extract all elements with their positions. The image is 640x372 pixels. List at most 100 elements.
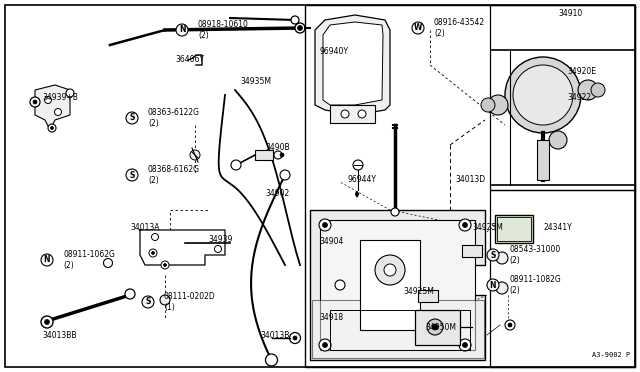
Text: N: N <box>179 26 185 35</box>
Circle shape <box>319 339 331 351</box>
Text: S: S <box>129 113 134 122</box>
Circle shape <box>54 109 61 115</box>
Bar <box>320 220 475 350</box>
Circle shape <box>289 333 301 343</box>
Circle shape <box>335 280 345 290</box>
Text: 08543-31000
(2): 08543-31000 (2) <box>509 245 560 265</box>
Circle shape <box>298 26 303 31</box>
Circle shape <box>505 57 581 133</box>
Text: 34013D: 34013D <box>455 176 485 185</box>
Text: 24341Y: 24341Y <box>543 224 572 232</box>
Circle shape <box>459 219 471 231</box>
Circle shape <box>45 96 51 103</box>
FancyArrow shape <box>355 192 358 197</box>
Circle shape <box>549 131 567 149</box>
Text: W: W <box>414 23 422 32</box>
Bar <box>497 217 531 241</box>
Text: 34925M: 34925M <box>403 288 434 296</box>
Circle shape <box>152 234 159 241</box>
Text: 36406Y: 36406Y <box>175 55 204 64</box>
Circle shape <box>412 22 424 34</box>
Text: 34925M: 34925M <box>472 224 503 232</box>
Circle shape <box>384 264 396 276</box>
Circle shape <box>323 222 328 228</box>
Circle shape <box>149 249 157 257</box>
Circle shape <box>341 110 349 118</box>
Circle shape <box>375 255 405 285</box>
Circle shape <box>152 251 154 254</box>
Bar <box>305 5 635 367</box>
Circle shape <box>463 222 467 228</box>
Bar <box>360 240 420 330</box>
Circle shape <box>190 150 200 160</box>
Text: 34922: 34922 <box>567 93 591 102</box>
Circle shape <box>496 252 508 264</box>
Circle shape <box>104 259 113 267</box>
Text: 34939: 34939 <box>208 235 232 244</box>
Text: S: S <box>490 250 496 260</box>
Circle shape <box>51 126 54 129</box>
Circle shape <box>319 219 331 231</box>
Text: 08911-1062G
(2): 08911-1062G (2) <box>63 250 115 270</box>
Polygon shape <box>323 22 383 105</box>
Circle shape <box>161 261 169 269</box>
Text: 34935M: 34935M <box>240 77 271 87</box>
Bar <box>415 310 460 345</box>
Text: 34950M: 34950M <box>425 323 456 331</box>
Polygon shape <box>312 300 484 358</box>
Text: N: N <box>490 280 496 289</box>
Circle shape <box>126 112 138 124</box>
Circle shape <box>274 151 282 159</box>
Circle shape <box>508 323 512 327</box>
Text: S: S <box>129 170 134 180</box>
Bar <box>490 5 635 190</box>
Text: 34013A: 34013A <box>130 224 159 232</box>
Bar <box>490 190 635 367</box>
Text: 08911-1082G
(2): 08911-1082G (2) <box>509 275 561 295</box>
Circle shape <box>280 153 284 157</box>
Circle shape <box>487 249 499 261</box>
Circle shape <box>41 254 53 266</box>
Circle shape <box>496 282 508 294</box>
Circle shape <box>295 23 305 33</box>
Text: 34013B: 34013B <box>260 330 289 340</box>
Circle shape <box>323 343 328 347</box>
Polygon shape <box>35 85 70 130</box>
Bar <box>330 105 375 123</box>
Circle shape <box>176 24 188 36</box>
Circle shape <box>66 89 74 97</box>
Circle shape <box>33 100 37 104</box>
Circle shape <box>163 263 166 266</box>
Polygon shape <box>310 210 485 360</box>
Text: 08918-10610
(2): 08918-10610 (2) <box>198 20 249 40</box>
Circle shape <box>41 316 53 328</box>
Text: 96944Y: 96944Y <box>348 176 377 185</box>
Circle shape <box>513 65 573 125</box>
Circle shape <box>214 246 221 253</box>
Circle shape <box>488 95 508 115</box>
Bar <box>418 290 438 302</box>
Circle shape <box>30 97 40 107</box>
Circle shape <box>432 324 438 330</box>
Circle shape <box>142 296 154 308</box>
Circle shape <box>48 124 56 132</box>
Text: 08111-0202D
(1): 08111-0202D (1) <box>164 292 216 312</box>
Text: 34013BB: 34013BB <box>42 330 77 340</box>
Bar <box>462 245 482 257</box>
Text: 08363-6122G
(2): 08363-6122G (2) <box>148 108 200 128</box>
Circle shape <box>293 336 297 340</box>
Circle shape <box>45 320 49 324</box>
Circle shape <box>391 208 399 216</box>
Polygon shape <box>315 15 390 115</box>
Text: 34910: 34910 <box>558 9 582 17</box>
Text: 3490B: 3490B <box>265 144 290 153</box>
Circle shape <box>353 160 363 170</box>
Text: A3-9002 P: A3-9002 P <box>592 352 630 358</box>
Circle shape <box>231 160 241 170</box>
Circle shape <box>463 343 467 347</box>
Circle shape <box>358 110 366 118</box>
Circle shape <box>459 339 471 351</box>
Circle shape <box>266 354 278 366</box>
Text: 08368-6162G
(2): 08368-6162G (2) <box>148 165 200 185</box>
Text: 34902: 34902 <box>265 189 289 198</box>
